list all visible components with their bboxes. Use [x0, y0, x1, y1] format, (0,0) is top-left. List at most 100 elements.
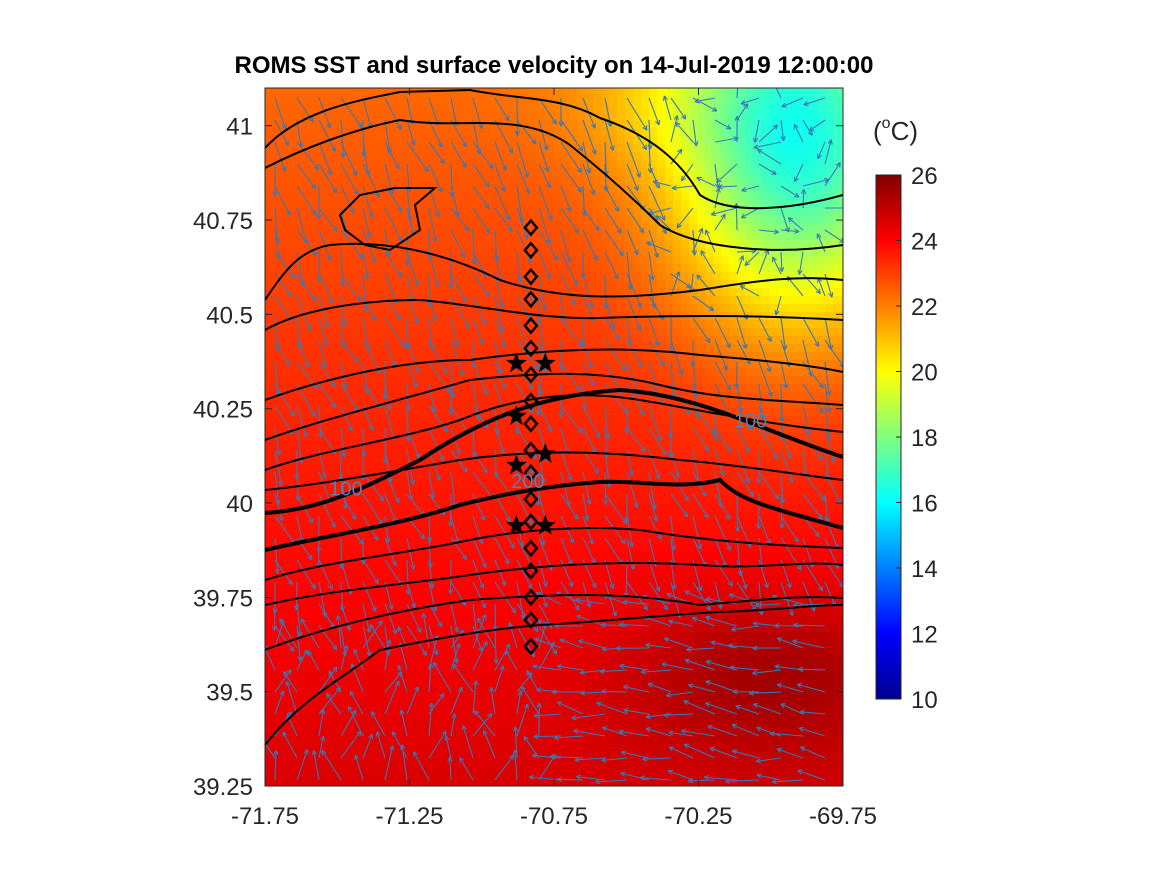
sst-cell [649, 136, 658, 145]
sst-cell [553, 376, 562, 385]
sst-cell [809, 248, 818, 257]
sst-cell [369, 136, 378, 145]
sst-cell [689, 192, 698, 201]
sst-cell [329, 264, 338, 273]
sst-cell [577, 104, 586, 113]
sst-cell [593, 472, 602, 481]
sst-cell [617, 536, 626, 545]
sst-cell [817, 352, 826, 361]
sst-cell [281, 472, 290, 481]
sst-cell [473, 104, 482, 113]
sst-cell [369, 592, 378, 601]
sst-cell [569, 280, 578, 289]
sst-cell [729, 208, 738, 217]
sst-cell [313, 416, 322, 425]
sst-cell [721, 616, 730, 625]
sst-cell [801, 480, 810, 489]
sst-cell [713, 288, 722, 297]
sst-cell [473, 232, 482, 241]
sst-cell [473, 288, 482, 297]
sst-cell [537, 440, 546, 449]
sst-cell [521, 104, 530, 113]
sst-cell [417, 376, 426, 385]
sst-cell [617, 624, 626, 633]
sst-cell [737, 304, 746, 313]
sst-cell [745, 536, 754, 545]
sst-cell [545, 400, 554, 409]
sst-cell [737, 360, 746, 369]
sst-cell [489, 288, 498, 297]
sst-cell [673, 208, 682, 217]
sst-cell [657, 152, 666, 161]
sst-cell [793, 488, 802, 497]
sst-cell [529, 120, 538, 129]
sst-cell [433, 456, 442, 465]
sst-cell [289, 360, 298, 369]
sst-cell [705, 256, 714, 265]
sst-cell [337, 616, 346, 625]
sst-cell [305, 544, 314, 553]
sst-cell [457, 424, 466, 433]
sst-cell [345, 144, 354, 153]
sst-cell [633, 328, 642, 337]
sst-cell [745, 328, 754, 337]
sst-cell [617, 600, 626, 609]
sst-cell [537, 608, 546, 617]
sst-cell [265, 384, 274, 393]
sst-cell [809, 176, 818, 185]
sst-cell [273, 376, 282, 385]
sst-cell [369, 184, 378, 193]
sst-cell [641, 248, 650, 257]
sst-cell [441, 400, 450, 409]
sst-cell [705, 416, 714, 425]
sst-cell [641, 160, 650, 169]
sst-cell [377, 464, 386, 473]
sst-cell [649, 176, 658, 185]
sst-cell [585, 552, 594, 561]
sst-cell [521, 464, 530, 473]
sst-cell [425, 376, 434, 385]
sst-cell [641, 400, 650, 409]
sst-cell [401, 288, 410, 297]
sst-cell [281, 224, 290, 233]
sst-cell [265, 624, 274, 633]
sst-cell [481, 344, 490, 353]
sst-cell [297, 544, 306, 553]
sst-cell [705, 264, 714, 273]
sst-cell [417, 560, 426, 569]
sst-cell [441, 152, 450, 161]
sst-cell [345, 384, 354, 393]
sst-cell [769, 184, 778, 193]
sst-cell [785, 424, 794, 433]
sst-cell [529, 184, 538, 193]
sst-cell [369, 128, 378, 137]
sst-cell [489, 536, 498, 545]
sst-cell [585, 464, 594, 473]
sst-cell [825, 272, 834, 281]
sst-cell [825, 136, 834, 145]
sst-cell [585, 128, 594, 137]
sst-cell [321, 152, 330, 161]
sst-cell [721, 360, 730, 369]
sst-cell [593, 304, 602, 313]
sst-cell [281, 352, 290, 361]
sst-cell [665, 328, 674, 337]
sst-cell [729, 176, 738, 185]
sst-cell [833, 256, 842, 265]
sst-cell [593, 496, 602, 505]
sst-cell [465, 216, 474, 225]
sst-cell [329, 416, 338, 425]
sst-cell [521, 432, 530, 441]
sst-cell [809, 88, 818, 97]
sst-cell [721, 448, 730, 457]
sst-cell [665, 336, 674, 345]
sst-cell [625, 264, 634, 273]
sst-cell [753, 448, 762, 457]
sst-cell [729, 456, 738, 465]
sst-cell [745, 504, 754, 513]
sst-cell [481, 360, 490, 369]
sst-cell [489, 472, 498, 481]
sst-cell [681, 440, 690, 449]
sst-cell [473, 376, 482, 385]
sst-cell [377, 352, 386, 361]
